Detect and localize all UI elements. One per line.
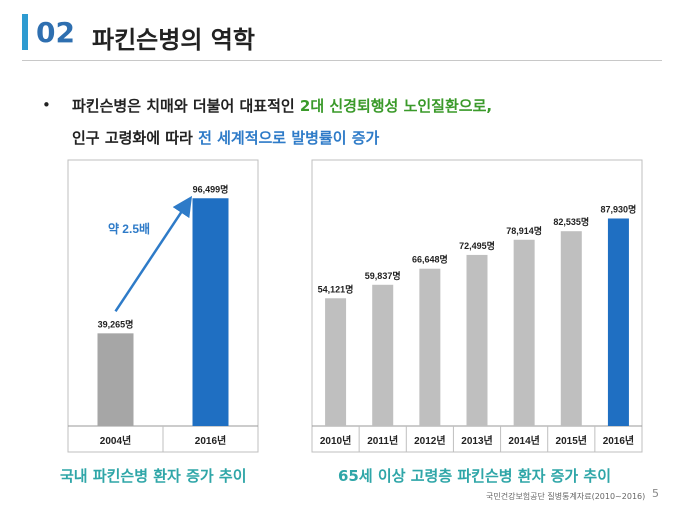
chart-2-tick-label: 2011년 bbox=[367, 434, 398, 447]
growth-arrow bbox=[114, 195, 193, 313]
chart-2-data-label: 82,535명 bbox=[553, 216, 589, 227]
chart-2-bar bbox=[325, 298, 347, 426]
chart-2-bar bbox=[560, 231, 582, 426]
chart-2-tick-label: 2012년 bbox=[414, 434, 445, 447]
bullet-line-1-text: 파킨슨병은 치매와 더불어 대표적인 bbox=[72, 97, 300, 115]
bullet-line-2: 인구 고령화에 따라 전 세계적으로 발병률이 증가 bbox=[72, 127, 379, 148]
chart-1-caption: 국내 파킨슨병 환자 증가 추이 bbox=[60, 467, 247, 485]
chart-2-data-label: 87,930명 bbox=[601, 203, 637, 214]
chart-2-bar bbox=[372, 284, 394, 426]
chart-1-data-label: 39,265명 bbox=[98, 318, 134, 329]
chart-2-tick-label: 2014년 bbox=[508, 434, 539, 447]
chart-2-tick-label: 2010년 bbox=[320, 434, 351, 447]
source-note: 국민건강보험공단 질병통계자료(2010~2016) bbox=[486, 492, 646, 501]
chart-2-frame bbox=[311, 159, 643, 453]
growth-annotation: 약 2.5배 bbox=[108, 221, 150, 236]
page-number: 5 bbox=[652, 487, 659, 500]
chart-2-bar bbox=[513, 239, 535, 426]
chart-1-bar bbox=[97, 333, 134, 426]
chart-2-caption: 65세 이상 고령층 파킨슨병 환자 증가 추이 bbox=[338, 467, 612, 485]
chart-2-data-label: 66,648명 bbox=[412, 254, 448, 265]
section-number: 02 bbox=[36, 16, 75, 49]
chart-1-bar bbox=[192, 198, 229, 426]
bullet-marker: • bbox=[42, 96, 51, 114]
chart-2-data-label: 59,837명 bbox=[365, 270, 401, 281]
chart-2-bar bbox=[607, 218, 629, 426]
chart-2-data-label: 78,914명 bbox=[506, 225, 542, 236]
chart-2-data-label: 72,495명 bbox=[459, 240, 495, 251]
chart-1-tick-label: 2016년 bbox=[195, 434, 226, 447]
chart-2-tick-label: 2016년 bbox=[603, 434, 634, 447]
chart-1-frame bbox=[67, 159, 259, 453]
bullet-line-2-highlight: 전 세계적으로 발병률이 증가 bbox=[198, 129, 380, 147]
chart-2-tick-label: 2015년 bbox=[556, 434, 587, 447]
bullet-line-1: 파킨슨병은 치매와 더불어 대표적인 2대 신경퇴행성 노인질환으로, bbox=[72, 95, 492, 116]
title-divider bbox=[22, 60, 662, 61]
chart-2-bar bbox=[419, 268, 441, 426]
page-title: 파킨슨병의 역학 bbox=[92, 26, 255, 54]
chart-2-data-label: 54,121명 bbox=[318, 283, 354, 294]
bullet-line-1-highlight: 2대 신경퇴행성 노인질환으로, bbox=[299, 97, 493, 115]
chart-1-tick-label: 2004년 bbox=[100, 434, 131, 447]
chart-1-data-label: 96,499명 bbox=[193, 183, 229, 194]
chart-2-bar bbox=[466, 254, 488, 426]
chart-2-tick-label: 2013년 bbox=[461, 434, 492, 447]
title-accent-bar bbox=[22, 14, 28, 50]
bullet-line-2-text: 인구 고령화에 따라 bbox=[72, 129, 199, 147]
